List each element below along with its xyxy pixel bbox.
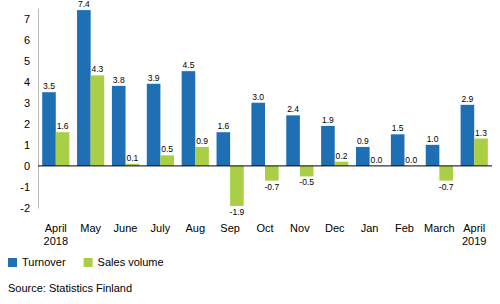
x-tick-label: Aug	[185, 222, 205, 234]
data-label: 0.2	[336, 151, 348, 161]
bar	[391, 134, 405, 166]
bar	[321, 126, 335, 166]
bar	[251, 103, 265, 166]
x-tick-label: Jan	[361, 222, 379, 234]
y-tick: -2	[20, 202, 38, 214]
x-tick-label: May	[80, 222, 101, 234]
data-label: 0.9	[196, 136, 208, 146]
bar	[147, 84, 161, 166]
plot-area	[42, 10, 488, 206]
y-tick-label: -2	[20, 202, 30, 214]
bar	[42, 92, 56, 166]
y-tick: 7	[24, 13, 38, 25]
legend-item: Sales volume	[84, 256, 164, 268]
bar	[195, 147, 209, 166]
legend-label: Sales volume	[98, 256, 164, 268]
x-tick-label: June	[114, 222, 138, 234]
series-bars	[56, 75, 488, 206]
bar	[112, 86, 126, 166]
legend-swatch	[84, 258, 93, 267]
bar	[182, 71, 196, 166]
source: Source: Statistics Finland	[8, 282, 132, 294]
bar	[265, 166, 279, 181]
data-label: 1.5	[392, 123, 404, 133]
bar	[77, 10, 91, 166]
bar	[286, 115, 300, 166]
y-tick-label: 7	[24, 13, 30, 25]
y-axis-line	[38, 9, 39, 209]
y-axis: -2 -1 0 1 2 3 4 5 6 7	[20, 9, 38, 215]
y-tick: 2	[24, 118, 38, 130]
y-tick: 0	[24, 160, 38, 172]
x-tick-label: Sep	[220, 222, 240, 234]
legend: Turnover Sales volume	[8, 256, 164, 268]
x-tick-label: Oct	[256, 222, 273, 234]
data-label: 1.3	[475, 128, 487, 138]
bar	[56, 132, 70, 166]
x-tick-label: July	[151, 222, 171, 234]
series-bars	[42, 10, 474, 166]
legend-swatch	[8, 258, 17, 267]
data-label: 4.3	[92, 64, 104, 74]
data-label: 1.6	[217, 121, 229, 131]
data-label: 1.9	[322, 115, 334, 125]
bar	[217, 132, 231, 166]
data-label: 0.1	[126, 153, 138, 163]
data-label: -0.5	[299, 177, 314, 187]
data-label: 4.5	[183, 60, 195, 70]
y-tick-label: 5	[24, 55, 30, 67]
data-label: 0.0	[405, 155, 417, 165]
bar	[300, 166, 314, 177]
y-tick: 1	[24, 139, 38, 151]
data-label: 0.5	[161, 144, 173, 154]
y-tick-label: 2	[24, 118, 30, 130]
data-label: 1.6	[57, 121, 69, 131]
legend-label: Turnover	[22, 256, 66, 268]
y-tick: 6	[24, 34, 38, 46]
x-tick-label: Dec	[325, 222, 345, 234]
y-tick-label: -1	[20, 181, 30, 193]
data-label: 3.5	[43, 81, 55, 91]
bar	[160, 155, 174, 166]
data-label: 0.0	[370, 155, 382, 165]
legend-item: Turnover	[8, 256, 66, 268]
data-label: 7.4	[78, 0, 90, 9]
x-tick-label: Feb	[395, 222, 414, 234]
data-label: -0.7	[439, 182, 454, 192]
y-tick: 3	[24, 97, 38, 109]
data-label: 1.0	[427, 134, 439, 144]
data-label: 3.9	[148, 73, 160, 83]
zero-line	[38, 165, 492, 166]
bar	[439, 166, 453, 181]
bar	[461, 105, 475, 166]
y-tick: 4	[24, 76, 38, 88]
y-tick-label: 0	[24, 160, 30, 172]
y-tick-label: 3	[24, 97, 30, 109]
data-label: -1.9	[230, 207, 245, 217]
data-label: 0.9	[357, 136, 369, 146]
x-tick-label: March	[424, 222, 455, 234]
bar	[91, 75, 105, 166]
x-axis: April2018 May June July Aug Sep Oct Nov Dec Jan Fe…	[44, 222, 487, 247]
x-tick-label: April2018	[44, 222, 68, 247]
chart: -2 -1 0 1 2 3 4 5 6 7 3.5 7.4 3.8 3.9 4.5 1.6 3.0 2.4 1.9 0…	[0, 0, 500, 304]
data-label: -0.7	[264, 182, 279, 192]
y-tick-label: 1	[24, 139, 30, 151]
data-label: 3.0	[252, 92, 264, 102]
bar	[335, 162, 349, 166]
bar	[356, 147, 370, 166]
bar	[426, 145, 440, 166]
y-tick-label: 6	[24, 34, 30, 46]
bar	[230, 166, 244, 206]
y-tick: -1	[20, 181, 38, 193]
y-tick-label: 4	[24, 76, 30, 88]
x-tick-label: April2019	[462, 222, 486, 247]
x-tick-label: Nov	[290, 222, 310, 234]
data-label: 3.8	[113, 75, 125, 85]
data-labels: 3.5 7.4 3.8 3.9 4.5 1.6 3.0 2.4 1.9 0.9 1.5 1.0 2.9 1…	[43, 0, 487, 217]
data-label: 2.9	[462, 94, 474, 104]
data-label: 2.4	[287, 104, 299, 114]
y-tick: 5	[24, 55, 38, 67]
bar	[474, 139, 488, 166]
